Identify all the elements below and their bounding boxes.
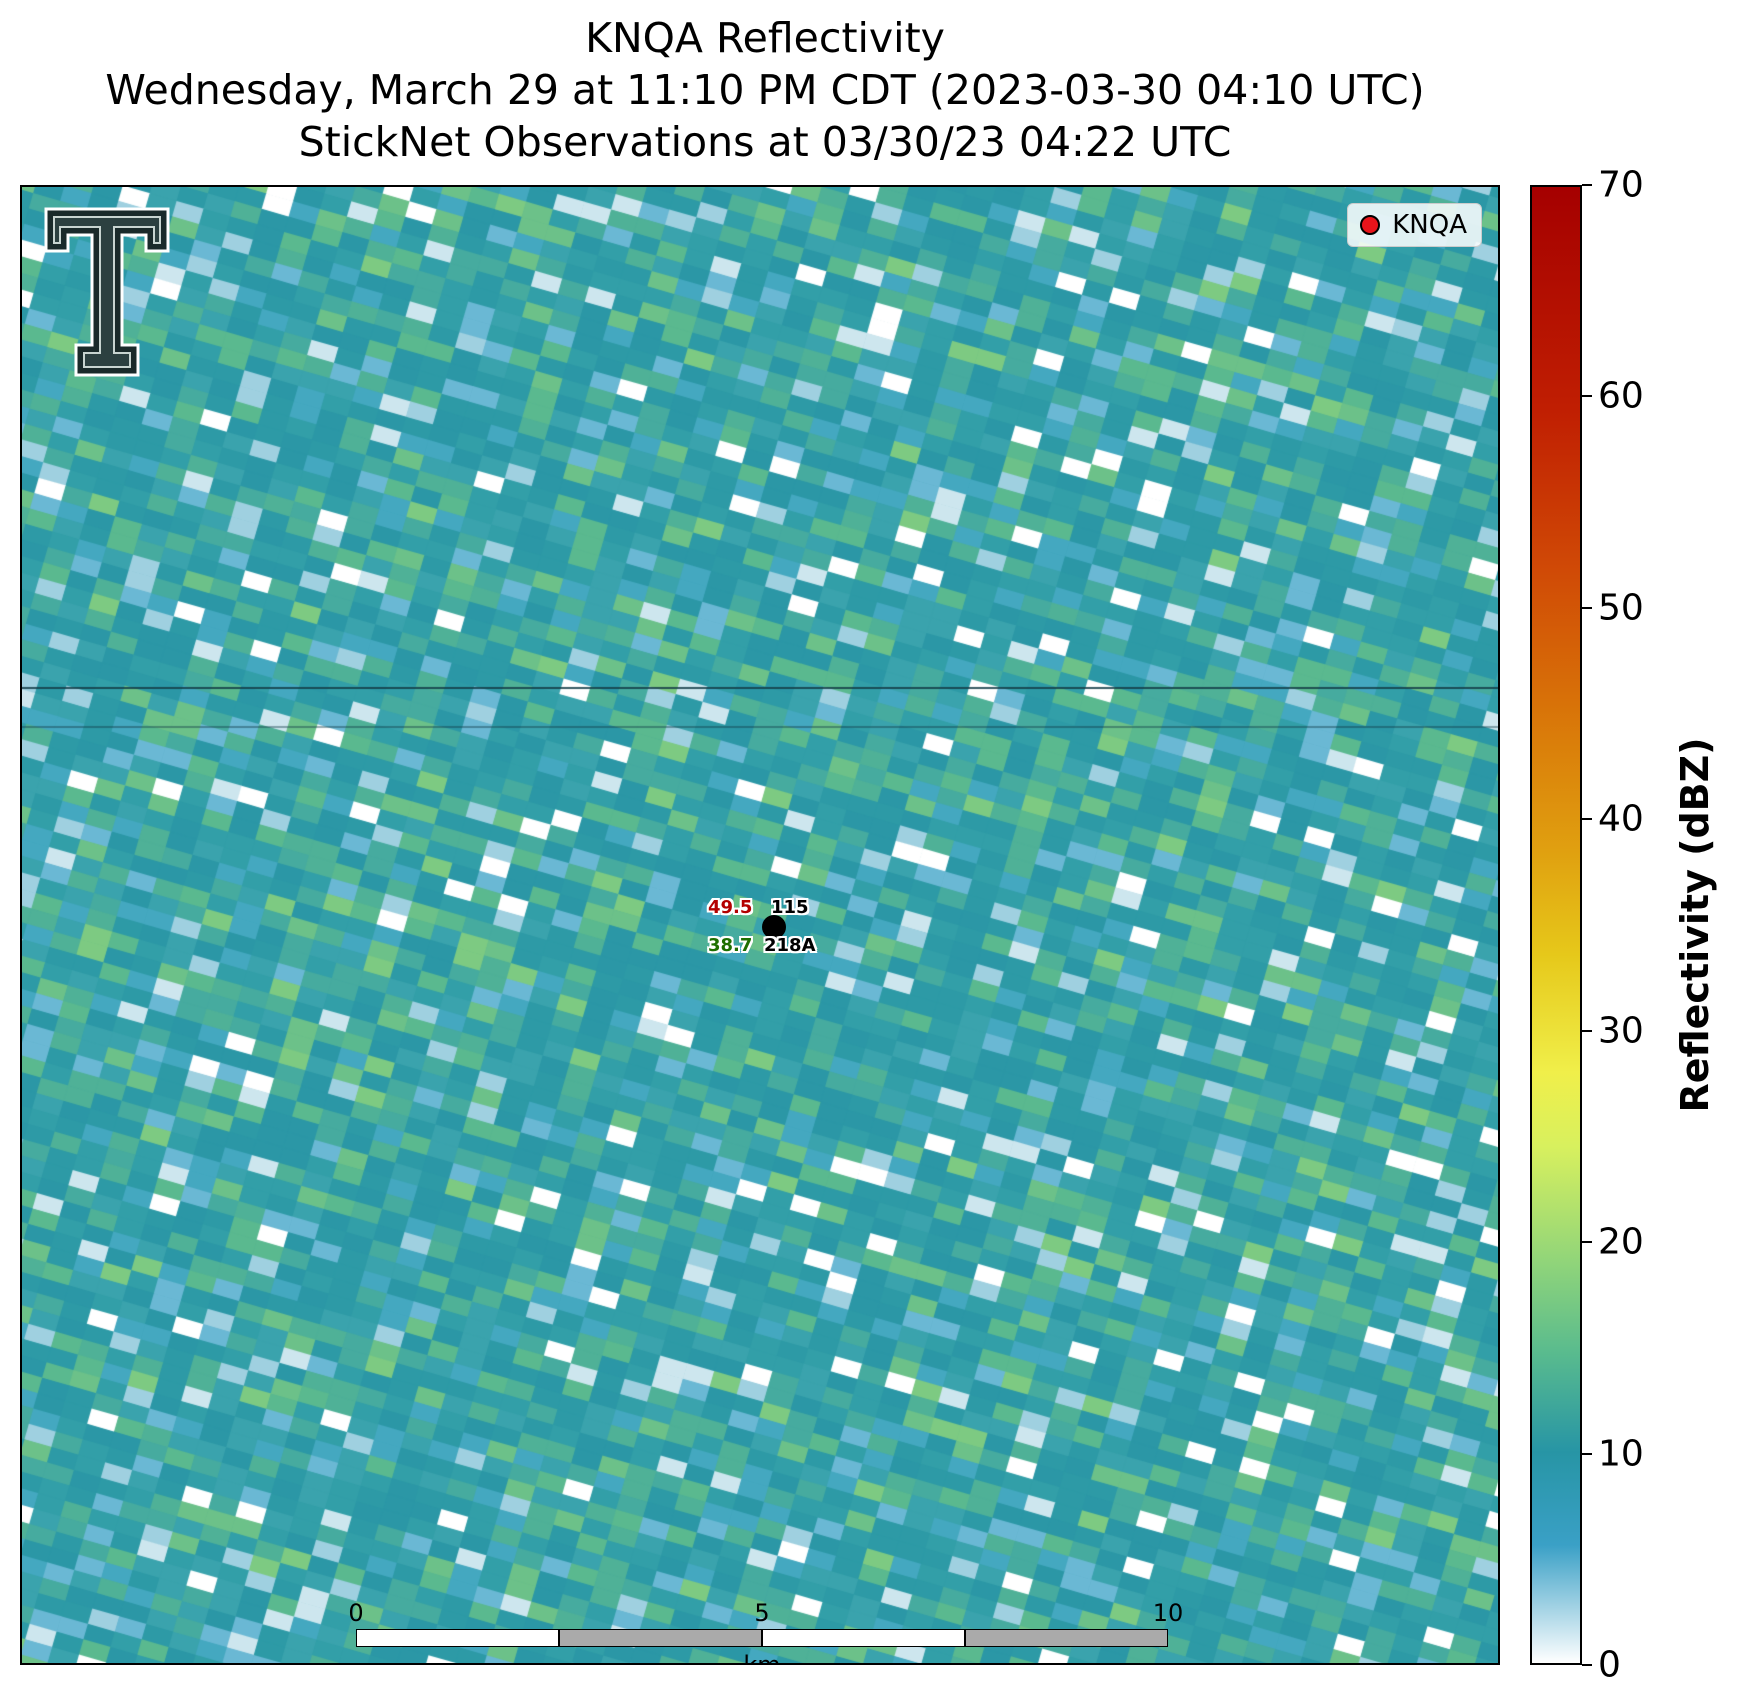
title-line-3: StickNet Observations at 03/30/23 04:22 … [298, 118, 1232, 166]
colorbar [1530, 185, 1582, 1665]
colorbar-tick [1582, 818, 1592, 821]
reflectivity-field [22, 187, 1498, 1663]
colorbar-tick-label: 50 [1598, 587, 1644, 629]
colorbar-tick-label: 20 [1598, 1221, 1644, 1263]
station-value-right: 115 [771, 897, 809, 918]
scale-bar-unit: km [743, 1651, 781, 1665]
figure-title: KNQA Reflectivity Wednesday, March 29 at… [0, 12, 1530, 168]
colorbar-tick-label: 0 [1598, 1644, 1621, 1686]
colorbar-tick [1582, 1029, 1592, 1032]
scale-bar-segment [965, 1629, 1168, 1647]
scale-bar-segment [559, 1629, 762, 1647]
title-line-2: Wednesday, March 29 at 11:10 PM CDT (202… [105, 66, 1425, 114]
scale-bar: 0 5 10 km [348, 1599, 1183, 1665]
radar-site-marker-icon [1360, 215, 1381, 235]
title-line-1: KNQA Reflectivity [585, 14, 945, 62]
scale-bar-tick: 10 [1152, 1599, 1184, 1627]
scale-bar-tick: 5 [754, 1599, 770, 1627]
station-temperature: 49.5 [708, 897, 753, 918]
map-legend: KNQA [1347, 203, 1482, 247]
station-dewpoint: 38.7 [708, 935, 753, 956]
colorbar-tick [1582, 1452, 1592, 1455]
radar-map[interactable]: KNQA 49.5 115 38.7 218A 0 5 10 km [20, 185, 1500, 1665]
station-id: 218A [764, 935, 816, 956]
colorbar-tick-label: 10 [1598, 1433, 1644, 1475]
colorbar-tick-label: 70 [1598, 164, 1644, 206]
colorbar-tick [1582, 395, 1592, 398]
texas-tech-double-t-logo-icon [44, 207, 170, 377]
scale-bar-segment [762, 1629, 965, 1647]
colorbar-tick-label: 40 [1598, 798, 1644, 840]
sticknet-station-marker[interactable] [762, 915, 786, 939]
scale-bar-tick: 0 [348, 1599, 364, 1627]
colorbar-tick [1582, 184, 1592, 186]
legend-label: KNQA [1392, 210, 1467, 240]
colorbar-tick-label: 30 [1598, 1010, 1644, 1052]
colorbar-tick [1582, 606, 1592, 609]
colorbar-label: Reflectivity (dBZ) [1673, 737, 1717, 1113]
colorbar-tick [1582, 1241, 1592, 1244]
colorbar-tick [1582, 1664, 1592, 1666]
scale-bar-segment [356, 1629, 559, 1647]
colorbar-tick-label: 60 [1598, 375, 1644, 417]
